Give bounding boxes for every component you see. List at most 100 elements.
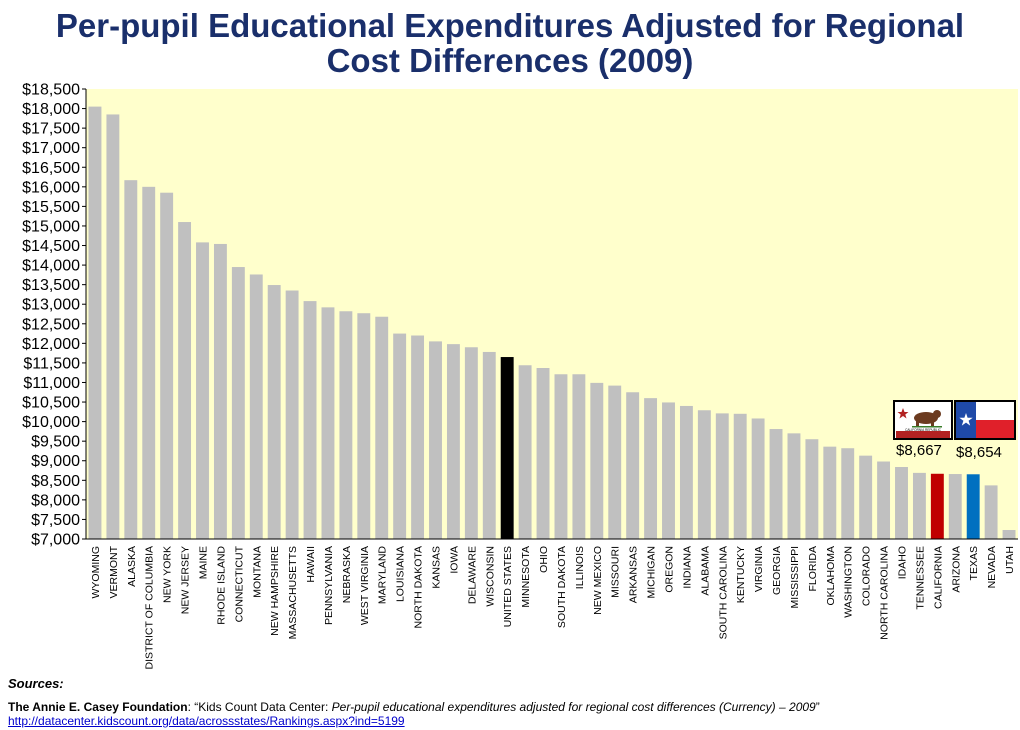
y-tick-label: $16,000 bbox=[22, 179, 80, 196]
x-tick-label: WASHINGTON bbox=[843, 546, 855, 618]
x-tick-label: TENNESSEE bbox=[914, 546, 926, 610]
bar-arkansas bbox=[626, 392, 640, 539]
source-citation: The Annie E. Casey Foundation: “Kids Cou… bbox=[8, 700, 1013, 714]
x-tick-label: ARKANSAS bbox=[628, 546, 640, 603]
x-tick-label: ALASKA bbox=[126, 546, 138, 587]
y-tick-label: $8,500 bbox=[31, 473, 80, 490]
y-tick-label: $13,500 bbox=[22, 277, 80, 294]
bar-massachusetts bbox=[285, 290, 299, 539]
x-axis: WYOMING VERMONT ALASKA DISTRICT OF COLUMBIA… bbox=[86, 538, 1018, 669]
x-tick-label: ILLINOIS bbox=[574, 546, 586, 589]
bar-hawaii bbox=[303, 301, 317, 539]
y-tick-label: $11,000 bbox=[23, 375, 80, 392]
source-title: Per-pupil educational expenditures adjus… bbox=[331, 700, 816, 714]
y-tick-label: $18,000 bbox=[22, 101, 80, 118]
x-tick-label: MAINE bbox=[198, 546, 210, 579]
bar-chart: $7,000 $7,500 $8,000 $8,500 $9,000 $9,500 $10,… bbox=[22, 82, 1018, 669]
bar-delaware bbox=[464, 347, 478, 539]
x-tick-label: KANSAS bbox=[431, 546, 443, 589]
bars bbox=[88, 106, 1016, 540]
y-tick-label: $16,500 bbox=[22, 160, 80, 177]
y-tick-label: $13,000 bbox=[22, 297, 80, 314]
bar-utah bbox=[1002, 530, 1016, 539]
x-tick-label: NEW JERSEY bbox=[180, 546, 192, 614]
x-tick-label: OKLAHOMA bbox=[825, 546, 837, 606]
chart-title: Per-pupil Educational Expenditures Adjus… bbox=[0, 8, 1020, 78]
x-tick-label: ALABAMA bbox=[699, 546, 711, 596]
x-tick-label: FLORIDA bbox=[807, 546, 819, 592]
x-tick-label: HAWAII bbox=[305, 546, 317, 583]
chart-title-line-1: Per-pupil Educational Expenditures Adjus… bbox=[55, 7, 965, 44]
x-tick-label: VERMONT bbox=[108, 545, 120, 598]
x-tick-label: NEBRASKA bbox=[341, 546, 353, 603]
bar-mississippi bbox=[787, 433, 801, 539]
bar-iowa bbox=[446, 344, 460, 539]
texas-value-label: $8,654 bbox=[956, 444, 1002, 461]
bar-new-mexico bbox=[590, 382, 604, 539]
x-tick-label: UNITED STATES bbox=[502, 546, 514, 627]
x-tick-label: IDAHO bbox=[897, 546, 909, 579]
bar-alaska bbox=[124, 180, 138, 539]
x-tick-label: LOUISIANA bbox=[395, 546, 407, 602]
bar-new-jersey bbox=[178, 222, 192, 540]
bar-connecticut bbox=[231, 267, 245, 539]
x-tick-label: DISTRICT OF COLUMBIA bbox=[144, 546, 156, 669]
x-tick-label: MISSISSIPPI bbox=[789, 546, 801, 608]
y-tick-label: $17,000 bbox=[22, 140, 80, 157]
y-tick-label: $10,000 bbox=[22, 414, 80, 431]
bar-illinois bbox=[572, 374, 586, 539]
bar-montana bbox=[249, 274, 263, 539]
california-value-label: $8,667 bbox=[896, 442, 942, 459]
x-tick-label: NEW YORK bbox=[162, 546, 174, 603]
bar-south-carolina bbox=[715, 413, 729, 539]
source-link[interactable]: http://datacenter.kidscount.org/data/acr… bbox=[8, 714, 405, 728]
source-suffix: ” bbox=[815, 700, 820, 714]
bar-idaho bbox=[895, 467, 908, 539]
bar-colorado bbox=[859, 455, 873, 539]
chart-title-line-2: Cost Differences (2009) bbox=[326, 42, 694, 79]
x-tick-label: MASSACHUSETTS bbox=[287, 546, 299, 639]
bar-ohio bbox=[536, 368, 550, 539]
x-tick-label: CALIFORNIA bbox=[932, 546, 944, 609]
y-tick-label: $9,500 bbox=[31, 434, 80, 451]
bar-tennessee bbox=[912, 472, 926, 539]
bar-oklahoma bbox=[823, 446, 837, 539]
bar-kansas bbox=[429, 341, 442, 539]
x-tick-label: NORTH DAKOTA bbox=[413, 546, 425, 628]
bar-louisiana bbox=[393, 333, 407, 539]
bar-virginia bbox=[751, 418, 765, 539]
y-tick-label: $18,500 bbox=[22, 82, 80, 99]
y-tick-label: $15,000 bbox=[22, 218, 80, 235]
california-flag-text: CALIFORNIA REPUBLIC bbox=[905, 428, 941, 432]
x-tick-label: VIRGINIA bbox=[753, 546, 765, 592]
bar-missouri bbox=[608, 385, 622, 539]
y-tick-label: $10,500 bbox=[22, 395, 80, 412]
sources-label: Sources: bbox=[8, 676, 64, 691]
x-tick-label: CONNECTICUT bbox=[233, 545, 245, 622]
y-tick-label: $15,500 bbox=[22, 199, 80, 216]
bar-minnesota bbox=[518, 365, 532, 539]
x-tick-label: ARIZONA bbox=[950, 546, 962, 593]
bar-new-hampshire bbox=[267, 285, 281, 539]
bar-oregon bbox=[662, 402, 675, 539]
y-tick-label: $14,000 bbox=[22, 258, 80, 275]
x-tick-label: GEORGIA bbox=[771, 546, 783, 595]
bar-maine bbox=[196, 242, 209, 540]
bar-florida bbox=[805, 439, 819, 539]
bar-indiana bbox=[679, 405, 693, 539]
bar-district-of-columbia bbox=[142, 186, 156, 539]
x-tick-label: RHODE ISLAND bbox=[215, 546, 227, 625]
x-tick-label: DELAWARE bbox=[466, 546, 478, 604]
california-flag-icon: CALIFORNIA REPUBLIC bbox=[893, 400, 953, 440]
x-tick-label: MONTANA bbox=[251, 546, 263, 598]
x-tick-label: TEXAS bbox=[968, 546, 980, 580]
bar-pennsylvania bbox=[321, 307, 335, 539]
y-tick-label: $17,500 bbox=[22, 121, 80, 138]
x-tick-label: MICHIGAN bbox=[646, 546, 658, 599]
texas-flag-icon bbox=[954, 400, 1016, 440]
bar-united-states bbox=[500, 357, 514, 539]
x-tick-label: NORTH CAROLINA bbox=[879, 546, 891, 640]
bar-texas bbox=[966, 474, 980, 539]
y-axis: $7,000 $7,500 $8,000 $8,500 $9,000 $9,500 $10,… bbox=[22, 82, 87, 549]
y-tick-label: $11,500 bbox=[23, 355, 80, 372]
